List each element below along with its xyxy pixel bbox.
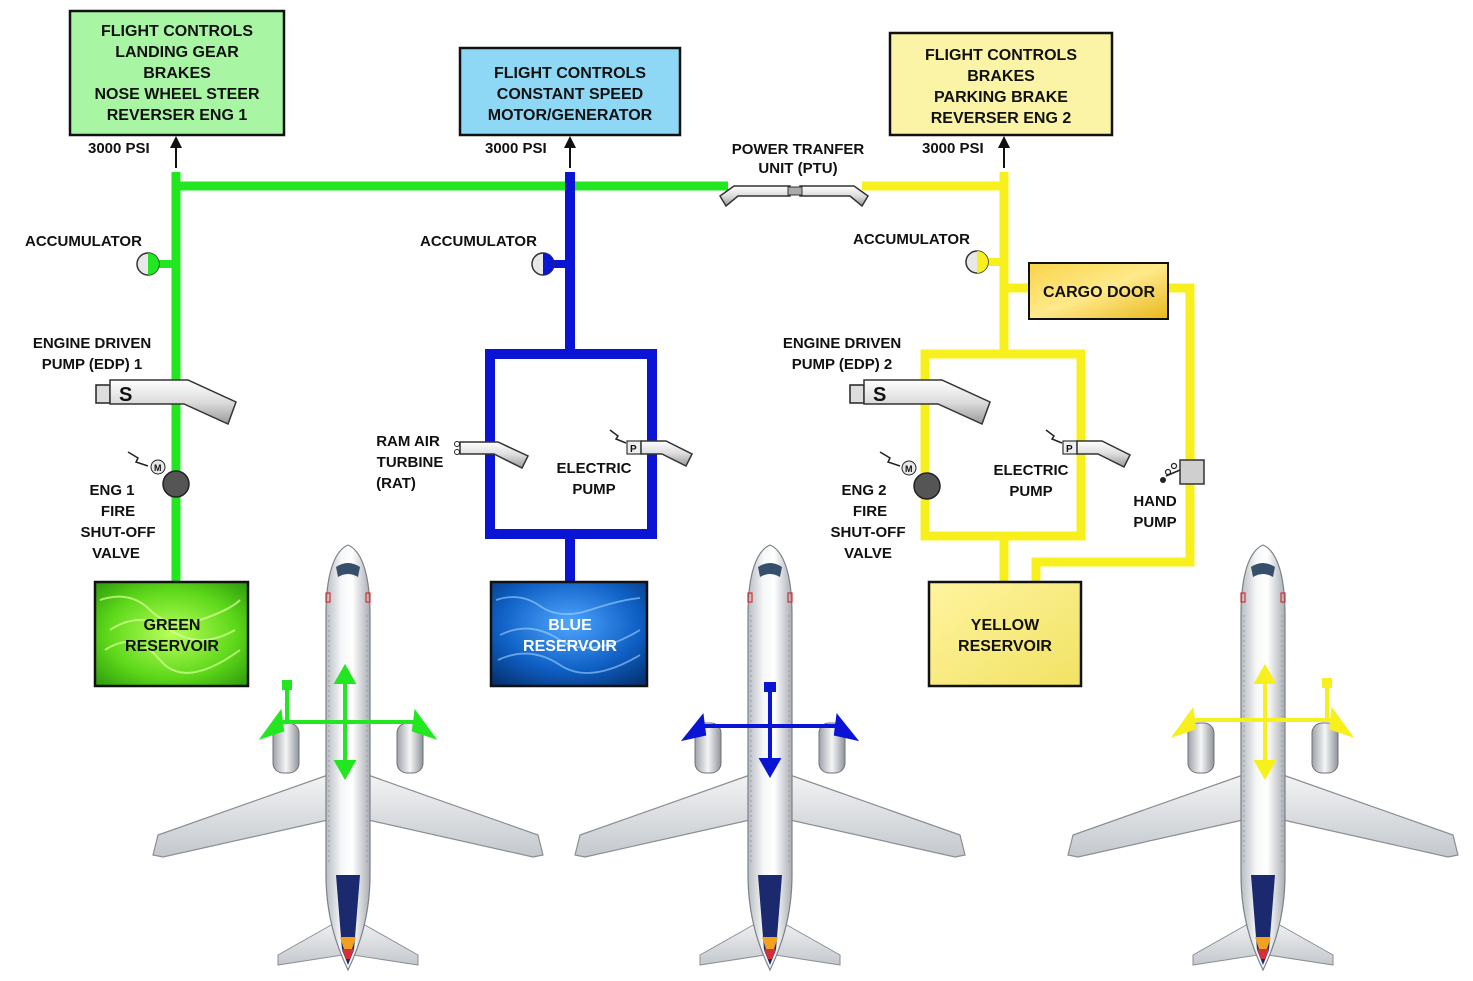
blue-reservoir: BLUE RESERVOIR <box>489 580 649 688</box>
blue-flow-arrows <box>680 682 860 779</box>
svg-text:PUMP (EDP) 1: PUMP (EDP) 1 <box>42 356 143 373</box>
cargo-door-box: CARGO DOOR <box>1028 262 1169 320</box>
svg-text:CONSTANT SPEED: CONSTANT SPEED <box>497 86 643 103</box>
svg-text:M: M <box>154 463 162 473</box>
ptu-label: POWER TRANFER <box>732 141 865 158</box>
svg-text:FIRE: FIRE <box>101 503 135 520</box>
yellow-accumulator-icon <box>965 250 989 274</box>
ptu-icon <box>719 185 869 208</box>
svg-text:PUMP: PUMP <box>572 481 615 498</box>
svg-text:FLIGHT CONTROLS: FLIGHT CONTROLS <box>494 65 646 82</box>
green-flow-arrows <box>258 663 438 781</box>
svg-text:REVERSER ENG 2: REVERSER ENG 2 <box>931 110 1072 127</box>
green-accumulator-label: ACCUMULATOR <box>25 233 142 250</box>
svg-text:FLIGHT CONTROLS: FLIGHT CONTROLS <box>925 47 1077 64</box>
svg-text:S: S <box>119 384 132 406</box>
svg-text:P: P <box>1066 444 1073 455</box>
yellow-consumers-box: FLIGHT CONTROLS BRAKES PARKING BRAKE REV… <box>888 31 1114 137</box>
yellow-edp-icon: S <box>849 379 991 426</box>
yellow-flow-arrows <box>1170 663 1355 781</box>
svg-text:MOTOR/GENERATOR: MOTOR/GENERATOR <box>488 107 653 124</box>
yellow-reservoir: YELLOW RESERVOIR <box>927 580 1083 688</box>
blue-accumulator-label: ACCUMULATOR <box>420 233 537 250</box>
yellow-accumulator-label: ACCUMULATOR <box>853 231 970 248</box>
svg-text:SHUT-OFF: SHUT-OFF <box>831 524 906 541</box>
green-fire-valve-icon: M <box>127 451 190 498</box>
svg-text:BRAKES: BRAKES <box>967 68 1035 85</box>
svg-text:RESERVOIR: RESERVOIR <box>125 638 219 655</box>
svg-text:BLUE: BLUE <box>548 617 592 634</box>
svg-text:REVERSER ENG 1: REVERSER ENG 1 <box>107 107 248 124</box>
hand-pump-icon <box>1160 459 1205 485</box>
green-accumulator-icon <box>136 252 160 276</box>
green-edp-label: ENGINE DRIVEN <box>33 335 151 352</box>
svg-text:(RAT): (RAT) <box>376 475 416 492</box>
svg-text:BRAKES: BRAKES <box>143 65 211 82</box>
svg-text:YELLOW: YELLOW <box>971 617 1040 634</box>
blue-electric-pump-label: ELECTRIC <box>557 460 632 477</box>
svg-text:PUMP: PUMP <box>1133 514 1176 531</box>
svg-text:CARGO DOOR: CARGO DOOR <box>1043 284 1155 301</box>
aircraft-blue-icon <box>574 544 966 972</box>
svg-text:UNIT (PTU): UNIT (PTU) <box>758 160 837 177</box>
svg-text:PUMP (EDP) 2: PUMP (EDP) 2 <box>792 356 893 373</box>
svg-text:PUMP: PUMP <box>1009 483 1052 500</box>
svg-text:PARKING BRAKE: PARKING BRAKE <box>934 89 1068 106</box>
yellow-valve-label: ENG 2 <box>841 482 886 499</box>
green-edp-icon: S <box>95 379 237 426</box>
blue-accumulator-icon <box>531 252 555 276</box>
green-reservoir: GREEN RESERVOIR <box>93 580 250 688</box>
yellow-electric-pump-label: ELECTRIC <box>994 462 1069 479</box>
svg-text:M: M <box>905 464 913 474</box>
green-consumers-box: FLIGHT CONTROLS LANDING GEAR BRAKES NOSE… <box>68 9 286 137</box>
svg-text:GREEN: GREEN <box>144 617 201 634</box>
yellow-electric-pump-icon: P <box>1045 429 1132 469</box>
svg-text:FLIGHT CONTROLS: FLIGHT CONTROLS <box>101 23 253 40</box>
blue-electric-pump-icon: P <box>609 429 694 468</box>
svg-text:VALVE: VALVE <box>844 545 892 562</box>
svg-text:NOSE WHEEL STEER: NOSE WHEEL STEER <box>94 86 260 103</box>
rat-label: RAM AIR <box>376 433 440 450</box>
yellow-pressure-label: 3000 PSI <box>922 140 984 157</box>
svg-text:S: S <box>873 384 886 406</box>
green-valve-label: ENG 1 <box>89 482 134 499</box>
svg-text:LANDING GEAR: LANDING GEAR <box>115 44 239 61</box>
svg-text:P: P <box>630 444 637 455</box>
svg-text:FIRE: FIRE <box>853 503 887 520</box>
blue-consumers-box: FLIGHT CONTROLS CONSTANT SPEED MOTOR/GEN… <box>458 46 682 137</box>
svg-text:RESERVOIR: RESERVOIR <box>523 638 617 655</box>
svg-text:RESERVOIR: RESERVOIR <box>958 638 1052 655</box>
yellow-pump-loop <box>920 349 1086 541</box>
svg-text:SHUT-OFF: SHUT-OFF <box>81 524 156 541</box>
yellow-fire-valve-icon: M <box>879 451 941 500</box>
svg-text:TURBINE: TURBINE <box>377 454 444 471</box>
blue-pressure-label: 3000 PSI <box>485 140 547 157</box>
svg-text:VALVE: VALVE <box>92 545 140 562</box>
rat-icon <box>454 441 530 470</box>
yellow-edp-label: ENGINE DRIVEN <box>783 335 901 352</box>
green-pressure-label: 3000 PSI <box>88 140 150 157</box>
hand-pump-label: HAND <box>1133 493 1176 510</box>
aircraft-green-icon <box>152 544 544 972</box>
